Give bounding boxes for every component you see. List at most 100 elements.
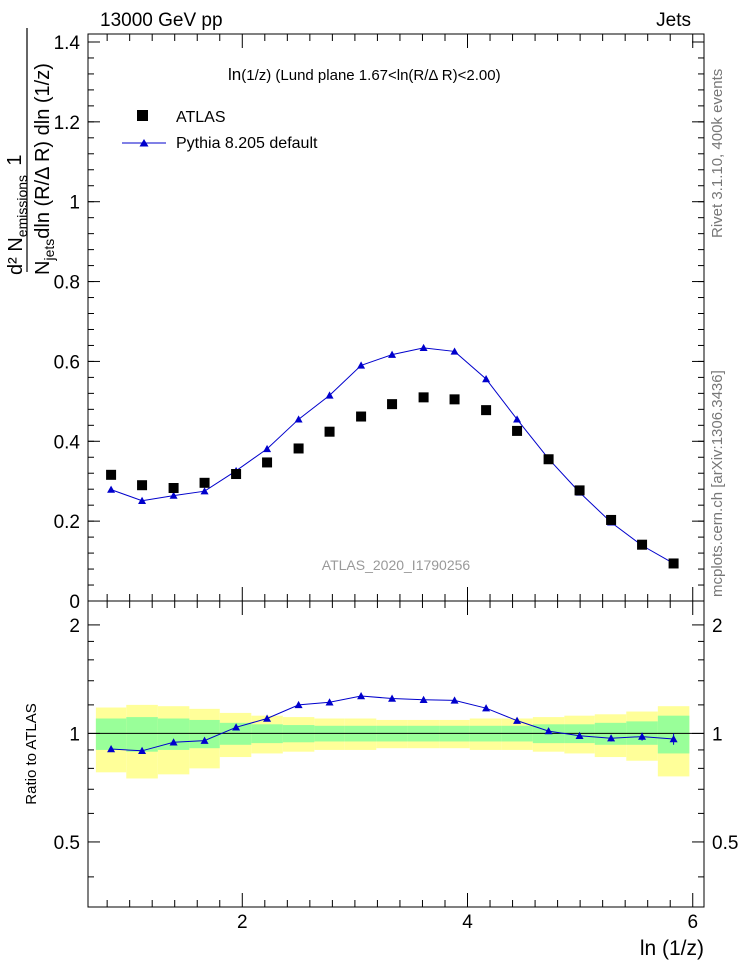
main-panel: 0 0.2 0.4 0.6 0.8 1 1.2 1.4 ATLAS_2020_I1790256… <box>4 28 705 613</box>
plot-title: ln(1/z) (Lund plane 1.67<ln(R/Δ R)<2.00) <box>228 65 501 84</box>
atlas-point <box>168 482 179 493</box>
ratio-y-tick-label: 1 <box>69 724 80 745</box>
atlas-point <box>199 477 210 488</box>
ratio-y-tick-label-right: 1 <box>712 724 723 745</box>
atlas-point <box>668 558 679 569</box>
y-label-one: 1 <box>4 154 26 165</box>
rivet-version-label: Rivet 3.1.10, 400k events <box>709 69 726 238</box>
atlas-point <box>481 405 492 416</box>
main-y-tick-label: 0.8 <box>54 273 80 294</box>
ratio-pythia-point <box>138 746 147 754</box>
atlas-point <box>637 539 648 550</box>
atlas-series <box>106 392 679 569</box>
y-label-numerator: d² Nemissions <box>5 175 30 275</box>
main-y-tick-label: 0.2 <box>54 512 80 533</box>
ratio-y-axis: 0.5 0.5 1 1 2 2 <box>54 616 738 878</box>
pythia-series <box>107 343 678 567</box>
ratio-inner-band <box>95 718 127 750</box>
y-label-denominator: Njetsdln (R/Δ R) dln (1/z) <box>32 63 57 275</box>
x-axis-label: ln (1/z) <box>640 937 704 960</box>
mcplots-label: mcplots.cern.ch [arXiv:1306.3436] <box>709 370 726 597</box>
pythia-point <box>138 496 147 504</box>
x-tick-label: 4 <box>462 912 473 933</box>
pythia-point <box>169 491 178 499</box>
ratio-inner-band <box>189 719 220 749</box>
ratio-y-tick-label: 2 <box>69 616 80 637</box>
ratio-y-tick-label-right: 2 <box>712 616 723 637</box>
ratio-y-axis-label: Ratio to ATLAS <box>23 703 40 804</box>
ratio-pythia-point <box>419 695 428 703</box>
pythia-line <box>110 347 674 564</box>
main-y-tick-label: 1.4 <box>54 33 81 54</box>
ratio-pythia-point <box>638 732 647 740</box>
atlas-point <box>324 426 335 437</box>
ratio-pythia-point <box>107 745 116 753</box>
atlas-point <box>574 485 585 496</box>
pythia-point <box>388 350 397 358</box>
analysis-watermark: ATLAS_2020_I1790256 <box>322 557 471 573</box>
atlas-point <box>387 399 398 410</box>
pythia-point <box>419 343 428 352</box>
atlas-point <box>543 454 554 465</box>
header-jets-label: Jets <box>656 10 691 31</box>
atlas-point <box>231 469 242 480</box>
x-tick-label: 2 <box>237 912 248 933</box>
ratio-pythia-point <box>388 694 397 702</box>
ratio-pythia-point <box>669 735 678 743</box>
legend-atlas-marker <box>137 110 148 121</box>
header-collision-label: 13000 GeV pp <box>100 10 223 31</box>
pythia-point <box>450 347 459 355</box>
ratio-pythia-point <box>607 734 616 742</box>
pythia-point <box>107 485 116 493</box>
atlas-point <box>418 392 429 403</box>
atlas-point <box>293 443 304 454</box>
atlas-point <box>262 457 273 468</box>
ratio-pythia-point <box>575 731 584 739</box>
ratio-inner-band <box>126 717 158 752</box>
ratio-pythia-point <box>232 723 241 731</box>
ratio-pythia-point <box>263 714 272 722</box>
ratio-x-axis: 2 4 6 <box>106 601 698 933</box>
atlas-point <box>106 469 117 480</box>
ratio-pythia-point <box>513 716 522 724</box>
atlas-point <box>137 480 148 491</box>
ratio-panel-frame <box>87 600 705 908</box>
pythia-point <box>513 415 522 423</box>
main-y-axis: 0 0.2 0.4 0.6 0.8 1 1.2 1.4 <box>54 33 704 613</box>
main-y-tick-label: 0 <box>69 592 80 613</box>
main-y-tick-label: 1.2 <box>54 113 80 134</box>
pythia-point <box>357 361 366 369</box>
ratio-pythia-point <box>482 704 491 712</box>
legend-pythia-marker <box>139 139 149 147</box>
pythia-point <box>294 415 303 423</box>
atlas-point <box>449 394 460 405</box>
ratio-y-tick-label-right: 0.5 <box>712 833 738 854</box>
ratio-panel: 0.5 0.5 1 1 2 2 2 4 6 Ratio to ATLAS ln (1/z) <box>23 600 738 960</box>
ratio-pythia-point <box>325 698 334 706</box>
main-y-tick-label: 0.6 <box>54 352 80 373</box>
x-tick-label: 6 <box>687 912 698 933</box>
ratio-pythia-point <box>544 727 553 735</box>
ratio-y-tick-label: 0.5 <box>54 833 80 854</box>
ratio-pythia-point <box>294 700 303 709</box>
atlas-point <box>606 514 617 525</box>
legend-atlas-label: ATLAS <box>176 109 226 126</box>
ratio-pythia-point <box>200 736 209 744</box>
pythia-point <box>263 444 272 453</box>
ratio-pythia-point <box>357 692 366 700</box>
main-y-tick-label: 1 <box>69 193 80 214</box>
legend: ATLAS Pythia 8.205 default <box>122 109 318 152</box>
legend-pythia-label: Pythia 8.205 default <box>176 135 318 152</box>
atlas-point <box>356 411 367 422</box>
atlas-point <box>512 425 523 436</box>
ratio-pythia-series <box>107 692 678 754</box>
ratio-pythia-point <box>169 738 178 746</box>
main-x-axis <box>106 34 694 601</box>
main-y-tick-label: 0.4 <box>54 432 81 453</box>
ratio-pythia-point <box>450 696 459 704</box>
pythia-point <box>325 391 334 399</box>
main-y-axis-label: 1 d² Nemissions Njetsdln (R/Δ R) dln (1/… <box>4 28 57 275</box>
pythia-point <box>482 374 491 383</box>
pythia-point <box>200 487 209 495</box>
